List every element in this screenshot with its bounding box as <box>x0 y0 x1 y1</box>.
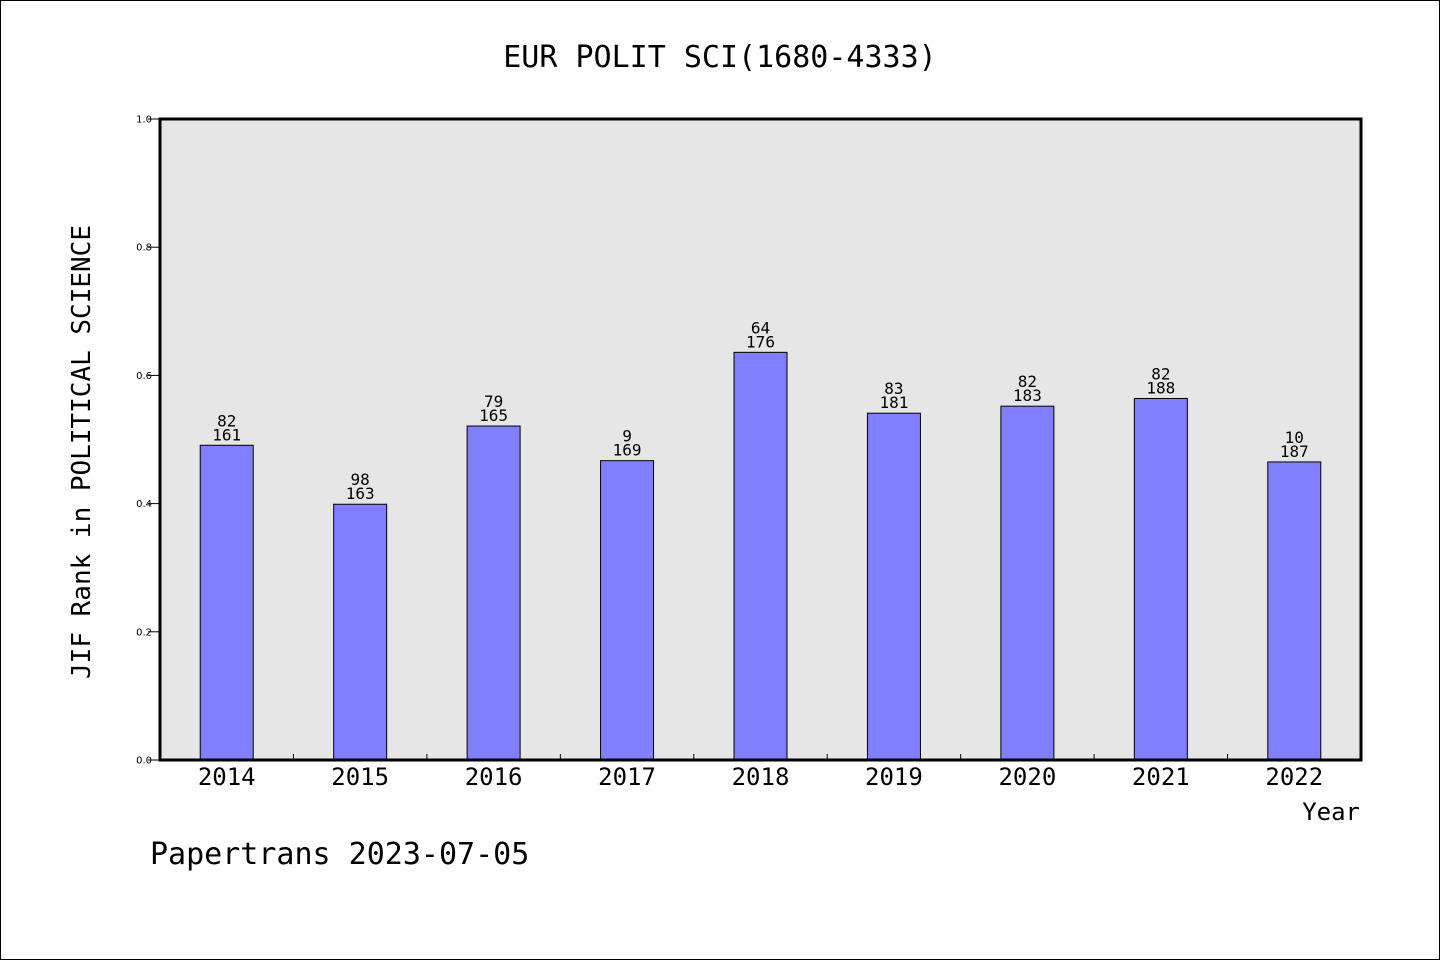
bar-rank-label: 82 <box>1018 372 1037 391</box>
bar-labels-group: 8216198163791659169641768318182183821881… <box>212 318 1308 503</box>
bar-total-label: 176 <box>746 332 775 351</box>
bar-2016 <box>466 425 521 761</box>
bar-2014 <box>199 444 254 761</box>
bar-total-label: 165 <box>479 406 508 425</box>
x-tick-label: 2015 <box>331 763 389 791</box>
bar-2021 <box>1133 397 1188 761</box>
bar-rank-label: 10 <box>1285 428 1304 447</box>
x-tick-label: 2016 <box>465 763 523 791</box>
bar-rank-label: 83 <box>884 379 903 398</box>
bar-rank-label: 82 <box>1151 364 1170 383</box>
bar-2019 <box>866 412 921 761</box>
x-tick-label: 2018 <box>732 763 790 791</box>
bar-2022 <box>1267 461 1322 761</box>
bar-total-label: 183 <box>1013 386 1042 405</box>
bar-total-label: 169 <box>613 441 642 460</box>
bar-rank-label: 98 <box>351 470 370 489</box>
credit-text: Papertrans 2023-07-05 <box>150 837 529 872</box>
bar-2015 <box>333 503 388 761</box>
x-axis-label: Year <box>1302 798 1360 826</box>
bar-rank-label: 64 <box>751 318 770 337</box>
y-axis-ticks: 0.0 0.2 0.4 0.6 0.8 1.0 <box>136 115 160 767</box>
bar-total-label: 187 <box>1280 442 1309 461</box>
y-tick-label: 1.0 <box>136 115 152 126</box>
chart-title: EUR POLIT SCI(1680-4333) <box>503 40 936 75</box>
bar-total-label: 163 <box>346 484 375 503</box>
x-tick-label: 2014 <box>198 763 256 791</box>
bar-2017 <box>600 460 655 761</box>
bar-rank-label: 79 <box>484 392 503 411</box>
x-tick-label: 2021 <box>1132 763 1190 791</box>
y-tick-label: 0.2 <box>136 627 152 638</box>
x-axis-ticks: 2014 2015 2016 2017 2018 2019 2020 2021 2022 <box>198 754 1323 791</box>
y-tick-label: 0.8 <box>136 243 152 254</box>
y-axis-label: JIF Rank in POLITICAL SCIENCE <box>67 225 97 679</box>
bar-total-label: 161 <box>212 425 241 444</box>
bar-2020 <box>1000 405 1055 761</box>
y-tick-label: 0.0 <box>136 756 152 767</box>
plot-border <box>158 117 1363 762</box>
bar-rank-label: 9 <box>622 427 632 446</box>
x-tick-label: 2022 <box>1265 763 1323 791</box>
y-tick-label: 0.4 <box>136 499 152 510</box>
bars-group <box>199 351 1322 761</box>
x-tick-label: 2017 <box>598 763 656 791</box>
bar-total-label: 188 <box>1146 378 1175 397</box>
x-tick-label: 2020 <box>998 763 1056 791</box>
y-tick-label: 0.6 <box>136 371 152 382</box>
bar-2018 <box>733 351 788 761</box>
bar-rank-label: 82 <box>217 411 236 430</box>
bar-total-label: 181 <box>879 393 908 412</box>
x-tick-label: 2019 <box>865 763 923 791</box>
